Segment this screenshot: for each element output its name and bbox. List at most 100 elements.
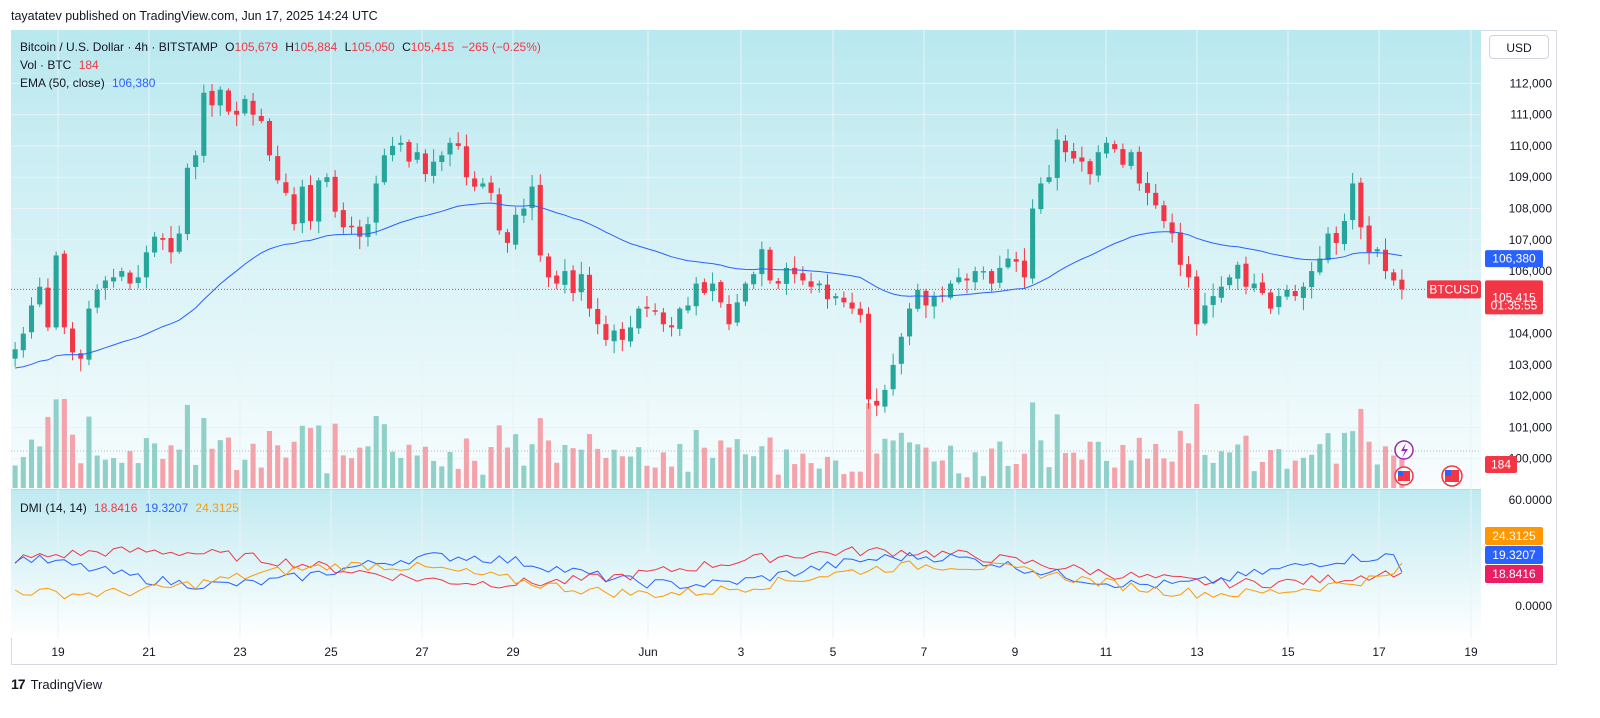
candle-body[interactable] xyxy=(759,249,765,275)
candle-body[interactable] xyxy=(242,99,248,114)
candle-body[interactable] xyxy=(168,238,174,253)
candle-body[interactable] xyxy=(1071,151,1077,159)
candle-body[interactable] xyxy=(660,312,666,325)
candle-body[interactable] xyxy=(783,267,789,284)
candle-body[interactable] xyxy=(94,289,100,308)
candle-body[interactable] xyxy=(808,281,814,287)
candle-body[interactable] xyxy=(989,271,995,284)
candle-body[interactable] xyxy=(455,143,461,146)
candle-body[interactable] xyxy=(652,310,658,312)
candle-body[interactable] xyxy=(1095,152,1101,176)
tradingview-logo-icon[interactable]: 17 xyxy=(11,676,26,692)
candle-body[interactable] xyxy=(513,214,519,245)
candle-body[interactable] xyxy=(956,277,962,283)
candle-body[interactable] xyxy=(1243,263,1249,287)
candle-body[interactable] xyxy=(70,328,76,353)
candle-body[interactable] xyxy=(628,327,634,342)
candle-body[interactable] xyxy=(340,210,346,228)
candle-body[interactable] xyxy=(283,182,289,193)
candle-body[interactable] xyxy=(431,161,437,176)
candle-body[interactable] xyxy=(1227,277,1233,286)
candle-body[interactable] xyxy=(948,283,954,298)
candle-body[interactable] xyxy=(915,289,921,309)
candle-body[interactable] xyxy=(1062,140,1068,153)
candle-body[interactable] xyxy=(53,255,59,328)
candle-body[interactable] xyxy=(857,308,863,315)
candle-body[interactable] xyxy=(299,186,305,224)
candle-body[interactable] xyxy=(414,152,420,160)
candle-body[interactable] xyxy=(1038,183,1044,210)
candle-body[interactable] xyxy=(865,313,872,400)
candle-body[interactable] xyxy=(1350,183,1356,221)
candle-body[interactable] xyxy=(726,303,732,325)
candle-body[interactable] xyxy=(20,333,26,351)
candle-body[interactable] xyxy=(1399,279,1405,290)
dmi-label[interactable]: DMI (14, 14) xyxy=(20,501,87,515)
candle-body[interactable] xyxy=(390,145,396,156)
candle-body[interactable] xyxy=(12,349,18,359)
candle-body[interactable] xyxy=(316,180,322,222)
candle-body[interactable] xyxy=(595,309,601,325)
candle-body[interactable] xyxy=(767,249,773,281)
candle-body[interactable] xyxy=(1161,205,1167,222)
candle-body[interactable] xyxy=(357,226,363,237)
candle-body[interactable] xyxy=(1218,286,1224,298)
candle-body[interactable] xyxy=(324,177,330,182)
candle-body[interactable] xyxy=(931,296,937,307)
candle-body[interactable] xyxy=(111,277,117,282)
candle-body[interactable] xyxy=(488,182,494,193)
candle-body[interactable] xyxy=(923,290,929,306)
currency-button[interactable]: USD xyxy=(1489,35,1549,59)
candle-body[interactable] xyxy=(1333,232,1339,243)
candle-body[interactable] xyxy=(1144,183,1151,193)
candle-body[interactable] xyxy=(792,267,798,275)
candle-body[interactable] xyxy=(562,271,568,285)
candle-body[interactable] xyxy=(86,308,92,360)
candle-body[interactable] xyxy=(1300,286,1306,298)
candle-body[interactable] xyxy=(537,184,543,256)
volume-label[interactable]: Vol · BTC xyxy=(20,58,72,72)
footer-brand[interactable]: TradingView xyxy=(30,676,103,692)
candle-body[interactable] xyxy=(972,271,978,283)
candle-body[interactable] xyxy=(28,305,35,333)
candle-body[interactable] xyxy=(1317,258,1323,273)
candle-body[interactable] xyxy=(521,208,527,216)
candle-body[interactable] xyxy=(833,296,839,299)
candle-body[interactable] xyxy=(1021,260,1027,278)
candle-body[interactable] xyxy=(78,353,84,359)
candle-body[interactable] xyxy=(1341,221,1347,245)
candle-body[interactable] xyxy=(1169,222,1175,234)
candle-body[interactable] xyxy=(1382,249,1389,272)
candle-body[interactable] xyxy=(554,275,560,284)
candle-body[interactable] xyxy=(463,146,469,178)
candle-body[interactable] xyxy=(447,142,453,155)
candle-body[interactable] xyxy=(1079,157,1085,162)
candle-body[interactable] xyxy=(1268,292,1274,309)
candle-body[interactable] xyxy=(1202,305,1208,324)
candle-body[interactable] xyxy=(266,120,273,156)
candle-body[interactable] xyxy=(677,308,683,329)
candle-body[interactable] xyxy=(1177,232,1183,265)
candle-body[interactable] xyxy=(1013,259,1019,262)
candle-body[interactable] xyxy=(1309,271,1315,288)
candle-body[interactable] xyxy=(1276,296,1282,308)
candle-body[interactable] xyxy=(176,233,182,252)
candle-body[interactable] xyxy=(258,115,264,121)
candle-body[interactable] xyxy=(693,283,699,307)
candle-body[interactable] xyxy=(1128,152,1134,166)
candle-body[interactable] xyxy=(1374,249,1380,252)
candle-body[interactable] xyxy=(964,278,970,281)
candle-body[interactable] xyxy=(997,267,1003,283)
candle-body[interactable] xyxy=(1005,258,1011,268)
candle-body[interactable] xyxy=(349,225,355,228)
candle-body[interactable] xyxy=(406,141,412,162)
candle-body[interactable] xyxy=(1391,272,1397,281)
candle-body[interactable] xyxy=(669,325,675,328)
candle-body[interactable] xyxy=(529,186,535,209)
candle-body[interactable] xyxy=(1186,264,1192,278)
candle-body[interactable] xyxy=(102,280,108,289)
candle-body[interactable] xyxy=(439,155,445,163)
candle-body[interactable] xyxy=(472,178,478,187)
candle-body[interactable] xyxy=(307,184,314,222)
candle-body[interactable] xyxy=(874,400,880,406)
